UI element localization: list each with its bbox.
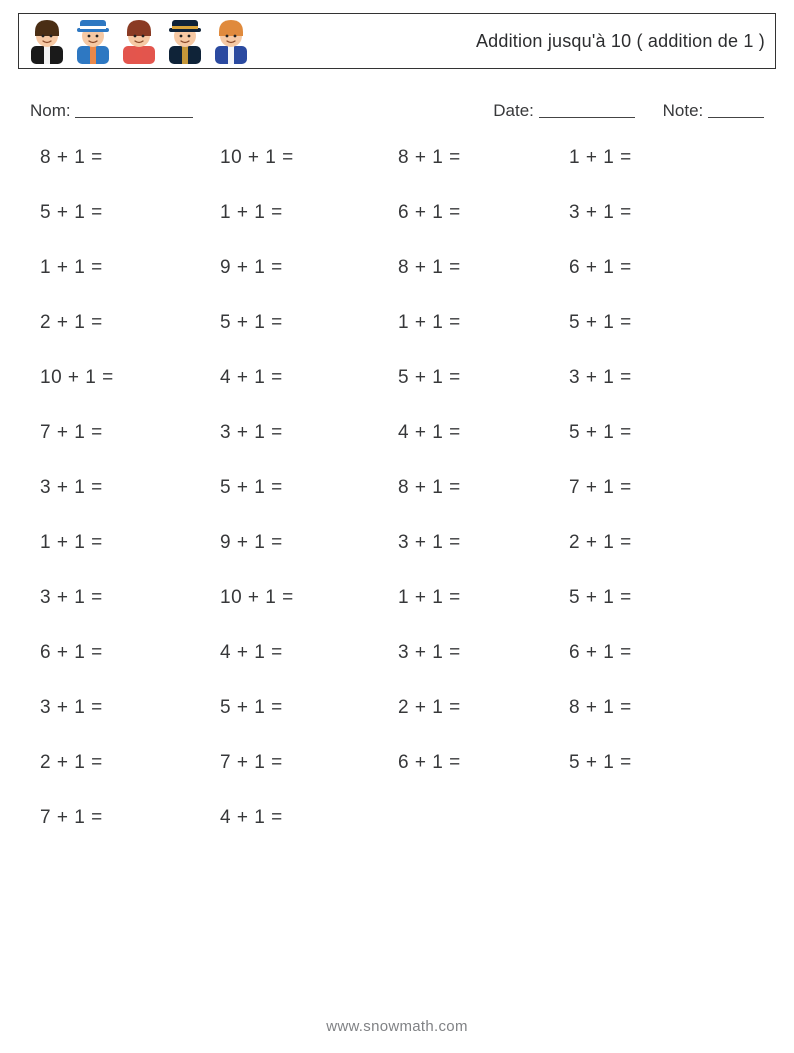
problem-cell: 1 + 1 = bbox=[40, 257, 220, 279]
problem-cell: 8 + 1 = bbox=[398, 257, 569, 279]
problem-cell: 1 + 1 = bbox=[569, 147, 740, 169]
problem-cell: 6 + 1 = bbox=[569, 257, 740, 279]
problem-cell: 4 + 1 = bbox=[220, 807, 398, 829]
avatar-officer-icon bbox=[165, 18, 205, 64]
footer-url: www.snowmath.com bbox=[0, 1018, 794, 1035]
avatar-priest-icon bbox=[27, 18, 67, 64]
problem-cell: 6 + 1 = bbox=[398, 202, 569, 224]
worksheet-title: Addition jusqu'à 10 ( addition de 1 ) bbox=[476, 31, 765, 52]
avatar-row bbox=[27, 18, 251, 64]
note-field: Note: bbox=[663, 97, 764, 121]
problem-cell: 10 + 1 = bbox=[220, 587, 398, 609]
header-box: Addition jusqu'à 10 ( addition de 1 ) bbox=[18, 13, 776, 69]
avatar-woman-icon bbox=[119, 18, 159, 64]
problem-cell: 3 + 1 = bbox=[40, 587, 220, 609]
problem-cell: 2 + 1 = bbox=[40, 312, 220, 334]
problem-cell: 5 + 1 = bbox=[569, 312, 740, 334]
problem-cell: 5 + 1 = bbox=[569, 422, 740, 444]
problem-cell: 8 + 1 = bbox=[398, 147, 569, 169]
problem-cell: 5 + 1 = bbox=[398, 367, 569, 389]
problem-cell: 9 + 1 = bbox=[220, 532, 398, 554]
problem-cell: 7 + 1 = bbox=[40, 807, 220, 829]
problem-cell: 5 + 1 = bbox=[220, 312, 398, 334]
problem-cell: 5 + 1 = bbox=[220, 477, 398, 499]
problem-cell: 3 + 1 = bbox=[398, 532, 569, 554]
problem-cell: 3 + 1 = bbox=[569, 202, 740, 224]
problem-cell: 1 + 1 = bbox=[398, 587, 569, 609]
problem-cell: 10 + 1 = bbox=[220, 147, 398, 169]
problem-cell: 1 + 1 = bbox=[40, 532, 220, 554]
avatar-businesswoman-icon bbox=[211, 18, 251, 64]
date-blank[interactable] bbox=[539, 99, 635, 118]
problem-cell: 2 + 1 = bbox=[569, 532, 740, 554]
problem-cell: 5 + 1 = bbox=[569, 587, 740, 609]
problem-cell: 8 + 1 = bbox=[398, 477, 569, 499]
problem-cell: 4 + 1 = bbox=[398, 422, 569, 444]
problem-cell: 4 + 1 = bbox=[220, 642, 398, 664]
problem-cell: 3 + 1 = bbox=[569, 367, 740, 389]
problem-cell: 5 + 1 = bbox=[220, 697, 398, 719]
meta-row: Nom: Date: Note: bbox=[30, 97, 764, 121]
problem-cell: 8 + 1 = bbox=[40, 147, 220, 169]
problem-cell: 6 + 1 = bbox=[398, 752, 569, 774]
problem-cell: 5 + 1 = bbox=[569, 752, 740, 774]
problem-cell: 2 + 1 = bbox=[398, 697, 569, 719]
name-label: Nom: bbox=[30, 101, 71, 120]
avatar-worker-icon bbox=[73, 18, 113, 64]
problem-cell: 3 + 1 = bbox=[398, 642, 569, 664]
problem-cell: 6 + 1 = bbox=[40, 642, 220, 664]
meta-right: Date: Note: bbox=[493, 97, 764, 121]
problem-cell: 3 + 1 = bbox=[40, 697, 220, 719]
note-label: Note: bbox=[663, 101, 704, 120]
date-label: Date: bbox=[493, 101, 534, 120]
problem-cell: 10 + 1 = bbox=[40, 367, 220, 389]
problem-cell: 7 + 1 = bbox=[569, 477, 740, 499]
note-blank[interactable] bbox=[708, 99, 764, 118]
problem-cell: 2 + 1 = bbox=[40, 752, 220, 774]
problem-cell: 6 + 1 = bbox=[569, 642, 740, 664]
problem-cell: 3 + 1 = bbox=[40, 477, 220, 499]
problem-cell: 1 + 1 = bbox=[398, 312, 569, 334]
meta-left: Nom: bbox=[30, 97, 193, 121]
problem-cell bbox=[398, 807, 569, 829]
problem-cell bbox=[569, 807, 740, 829]
date-field: Date: bbox=[493, 97, 634, 121]
problem-cell: 4 + 1 = bbox=[220, 367, 398, 389]
name-field: Nom: bbox=[30, 97, 193, 121]
problem-cell: 1 + 1 = bbox=[220, 202, 398, 224]
problems-grid: 8 + 1 =10 + 1 =8 + 1 =1 + 1 =5 + 1 =1 + … bbox=[40, 147, 776, 829]
problem-cell: 7 + 1 = bbox=[220, 752, 398, 774]
problem-cell: 7 + 1 = bbox=[40, 422, 220, 444]
problem-cell: 8 + 1 = bbox=[569, 697, 740, 719]
problem-cell: 3 + 1 = bbox=[220, 422, 398, 444]
problem-cell: 9 + 1 = bbox=[220, 257, 398, 279]
problem-cell: 5 + 1 = bbox=[40, 202, 220, 224]
name-blank[interactable] bbox=[75, 99, 193, 118]
